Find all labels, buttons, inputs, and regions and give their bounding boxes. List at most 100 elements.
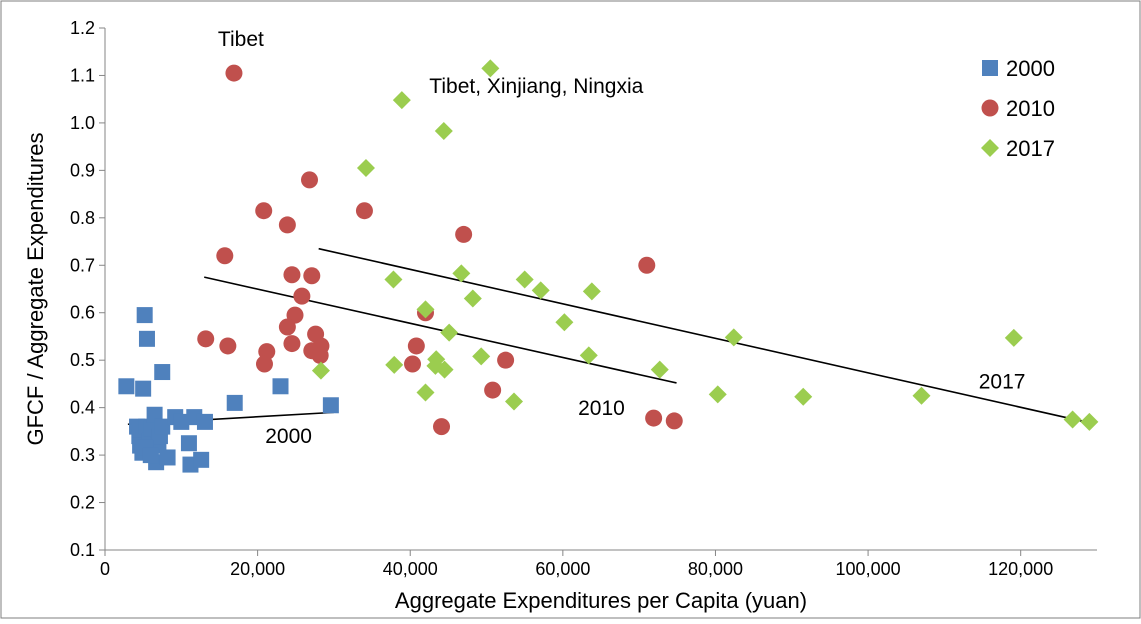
marker-2010-point	[355, 202, 373, 220]
marker-2000-point	[193, 451, 210, 468]
annotation-label: 2000	[265, 425, 312, 448]
y-tick-label: 0.1	[70, 540, 95, 560]
marker-2017-point	[650, 360, 669, 379]
marker-2017-point	[434, 121, 453, 140]
marker-2010-point	[407, 337, 425, 355]
annotation-label: 2010	[578, 397, 625, 420]
annotations: Tibet Tibet, Xinjiang, Ningxia 2000 2010 201…	[218, 28, 1026, 448]
y-axis-title: GFCF / Aggregate Expenditures	[23, 132, 48, 445]
marker-2017-point	[1080, 412, 1099, 431]
x-axis-title: Aggregate Expenditures per Capita (yuan)	[395, 588, 807, 613]
marker-2017-point	[392, 91, 411, 110]
marker-2000-point	[142, 447, 159, 464]
marker-2017-point	[463, 289, 482, 308]
marker-2017-point	[481, 59, 500, 78]
legend-label: 2017	[1006, 136, 1055, 161]
marker-2017-point	[912, 386, 931, 405]
marker-2010-point	[255, 355, 273, 373]
marker-2000-point	[272, 378, 289, 395]
marker-2000-legend-marker	[982, 60, 998, 76]
annotation-label: Tibet	[218, 28, 264, 51]
marker-2010-point	[225, 64, 243, 82]
y-tick-label: 0.7	[70, 255, 95, 275]
marker-2017-point	[356, 158, 375, 177]
marker-2017-point	[311, 361, 330, 380]
marker-2017-point	[724, 328, 743, 347]
y-tick-label: 1.1	[70, 65, 95, 85]
y-tick-label: 0.3	[70, 445, 95, 465]
marker-2017-point	[1063, 410, 1082, 429]
x-tick-label: 80,000	[688, 559, 743, 579]
data-points	[118, 59, 1099, 473]
x-tick-label: 100,000	[836, 559, 901, 579]
marker-2000-point	[159, 449, 176, 466]
marker-2017-point	[385, 355, 404, 374]
marker-2010-point	[278, 318, 296, 336]
marker-2000-point	[226, 394, 243, 411]
marker-2017-point	[794, 387, 813, 406]
x-tick-label: 0	[100, 559, 110, 579]
marker-2010-point	[665, 412, 683, 430]
marker-2010-point	[301, 171, 319, 189]
trendline-2010	[204, 276, 677, 384]
marker-2017-point	[440, 323, 459, 342]
marker-2017-point	[579, 346, 598, 365]
legend-label: 2010	[1006, 96, 1055, 121]
marker-2010-point	[638, 256, 656, 274]
marker-2010-point	[404, 355, 422, 373]
y-tick-label: 1.2	[70, 18, 95, 38]
annotation-label: Tibet, Xinjiang, Ningxia	[429, 75, 643, 98]
marker-2000-point	[322, 397, 339, 414]
marker-2017-point	[531, 281, 550, 300]
y-tick-label: 0.9	[70, 160, 95, 180]
x-tick-label: 120,000	[988, 559, 1053, 579]
marker-2000-point	[180, 435, 197, 452]
marker-2017-point	[416, 300, 435, 319]
marker-2000-point	[173, 413, 190, 430]
marker-2000-point	[154, 418, 171, 435]
marker-2017-point	[472, 347, 491, 366]
marker-2017-point	[555, 313, 574, 332]
marker-2017-point	[452, 264, 471, 283]
marker-2017-point	[416, 383, 435, 402]
y-tick-label: 0.8	[70, 208, 95, 228]
marker-2017-point	[708, 385, 727, 404]
marker-2000-point	[196, 413, 213, 430]
marker-2000-point	[135, 380, 152, 397]
marker-2017-legend-marker	[981, 139, 999, 157]
marker-2010-point	[497, 351, 515, 369]
marker-2000-point	[138, 330, 155, 347]
marker-2017-point	[1004, 328, 1023, 347]
marker-2017-point	[435, 360, 454, 379]
marker-2000-point	[154, 364, 171, 381]
x-tick-label: 20,000	[230, 559, 285, 579]
marker-2017-point	[384, 270, 403, 289]
marker-2017-point	[515, 270, 534, 289]
marker-2010-point	[433, 418, 451, 436]
legend: 2000 2010 2017	[981, 56, 1055, 161]
axes: 0.1 0.2 0.3 0.4 0.5 0.6 0.7 0.8 0.9 1.0 1.1 1.2 0 20,…	[70, 18, 1097, 579]
marker-2000-point	[118, 378, 135, 395]
y-tick-label: 0.4	[70, 398, 95, 418]
marker-2010-point	[311, 346, 329, 364]
marker-2010-point	[283, 335, 301, 353]
legend-label: 2000	[1006, 56, 1055, 81]
y-tick-label: 1.0	[70, 113, 95, 133]
marker-2010-legend-marker	[981, 99, 999, 117]
marker-2010-point	[278, 216, 296, 234]
y-tick-label: 0.5	[70, 350, 95, 370]
trendline-2017	[318, 247, 1090, 424]
marker-2010-point	[216, 247, 234, 265]
marker-2010-point	[455, 225, 473, 243]
marker-2010-point	[219, 337, 237, 355]
marker-2010-point	[484, 381, 502, 399]
y-tick-label: 0.2	[70, 493, 95, 513]
marker-2010-point	[197, 330, 215, 348]
marker-2010-point	[303, 267, 321, 285]
y-tick-label: 0.6	[70, 303, 95, 323]
marker-2017-point	[582, 282, 601, 301]
marker-2017-point	[505, 392, 524, 411]
